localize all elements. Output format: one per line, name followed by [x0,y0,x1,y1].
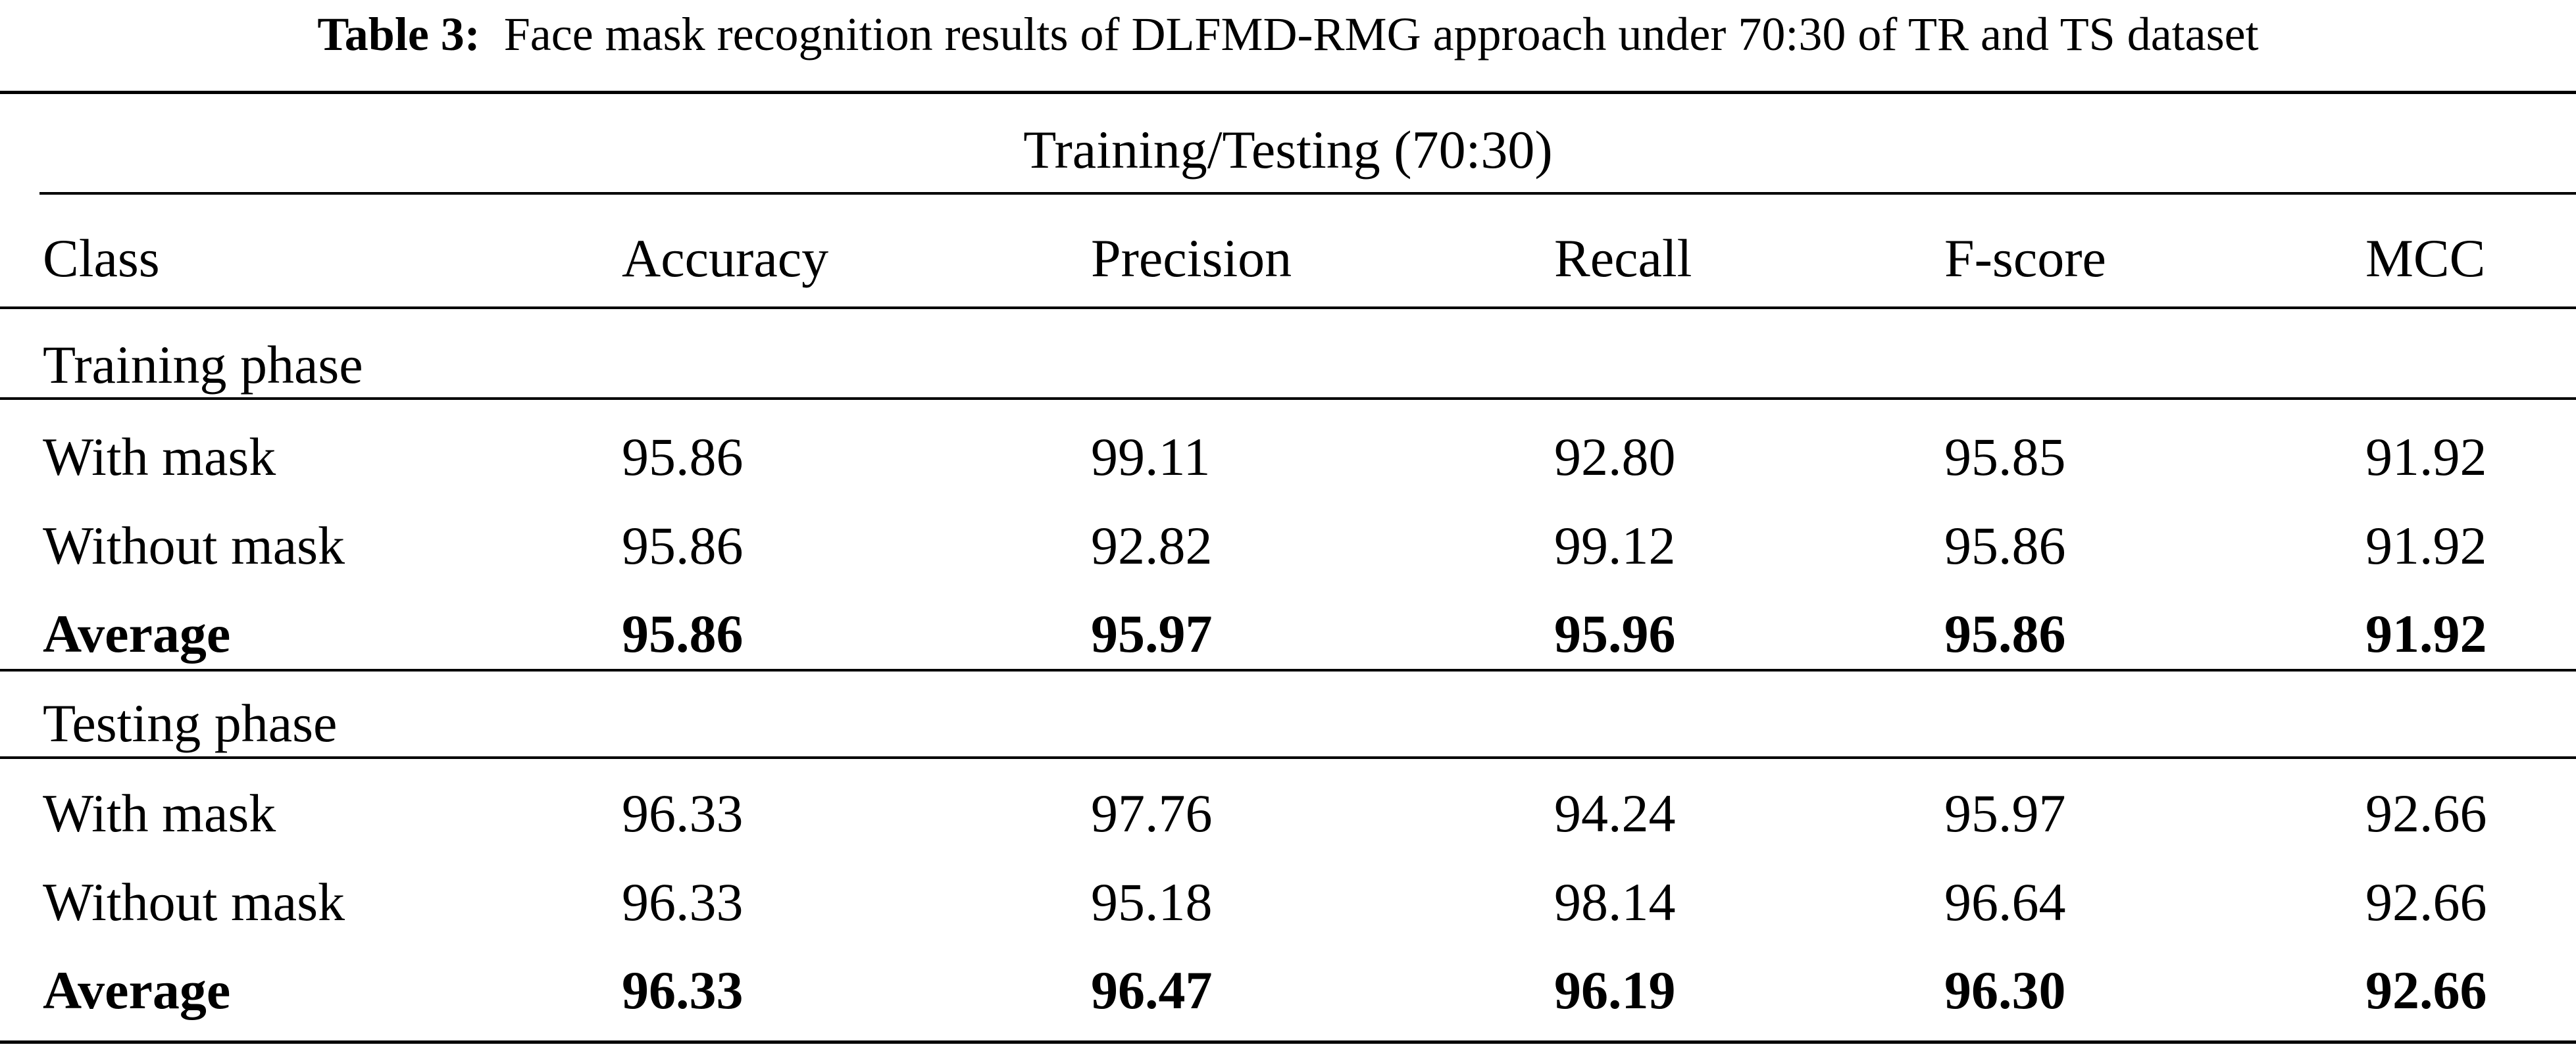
top-rule [0,91,2576,94]
bottom-rule [0,1040,2576,1044]
cell-fscore: 95.85 [1944,427,2066,487]
section-rule-testing [0,756,2576,759]
column-header-mcc: MCC [2365,228,2486,288]
column-header-class: Class [43,228,160,288]
cell-recall-average: 95.96 [1554,604,1676,664]
cell-recall: 94.24 [1554,783,1676,843]
section-title-training: Training phase [43,335,363,395]
cell-fscore-average: 95.86 [1944,604,2066,664]
column-header-precision: Precision [1091,228,1292,288]
cell-class: Without mask [43,872,345,932]
cell-mcc-average: 92.66 [2365,960,2487,1020]
section-divider-rule [0,669,2576,672]
cell-fscore: 95.86 [1944,516,2066,575]
cell-accuracy: 96.33 [622,872,744,932]
group-header-rule [39,192,2576,195]
cell-mcc-average: 91.92 [2365,604,2487,664]
cell-precision: 97.76 [1091,783,1213,843]
cell-fscore: 95.97 [1944,783,2066,843]
cell-fscore: 96.64 [1944,872,2066,932]
cell-precision: 92.82 [1091,516,1213,575]
cell-recall: 98.14 [1554,872,1676,932]
cell-recall: 92.80 [1554,427,1676,487]
cell-fscore-average: 96.30 [1944,960,2066,1020]
cell-mcc: 92.66 [2365,783,2487,843]
header-rule [0,306,2576,309]
cell-accuracy-average: 96.33 [622,960,744,1020]
cell-recall-average: 96.19 [1554,960,1676,1020]
column-header-accuracy: Accuracy [622,228,829,288]
cell-precision-average: 95.97 [1091,604,1213,664]
cell-mcc: 91.92 [2365,427,2487,487]
column-header-fscore: F-score [1944,228,2106,288]
section-rule-training [0,397,2576,400]
caption-label: Table 3: [317,8,480,61]
cell-class: With mask [43,427,276,487]
cell-class-average: Average [43,604,231,664]
cell-precision-average: 96.47 [1091,960,1213,1020]
cell-accuracy-average: 95.86 [622,604,744,664]
section-title-testing: Testing phase [43,693,338,753]
cell-class: Without mask [43,516,345,575]
column-header-recall: Recall [1554,228,1692,288]
table-caption: Table 3: Face mask recognition results o… [0,1,2576,67]
cell-precision: 99.11 [1091,427,1211,487]
group-header: Training/Testing (70:30) [1023,120,1553,180]
cell-class: With mask [43,783,276,843]
cell-accuracy: 95.86 [622,516,744,575]
cell-precision: 95.18 [1091,872,1213,932]
cell-mcc: 92.66 [2365,872,2487,932]
cell-recall: 99.12 [1554,516,1676,575]
cell-accuracy: 95.86 [622,427,744,487]
caption-text: Face mask recognition results of DLFMD-R… [503,8,2259,61]
cell-accuracy: 96.33 [622,783,744,843]
cell-class-average: Average [43,960,231,1020]
cell-mcc: 91.92 [2365,516,2487,575]
